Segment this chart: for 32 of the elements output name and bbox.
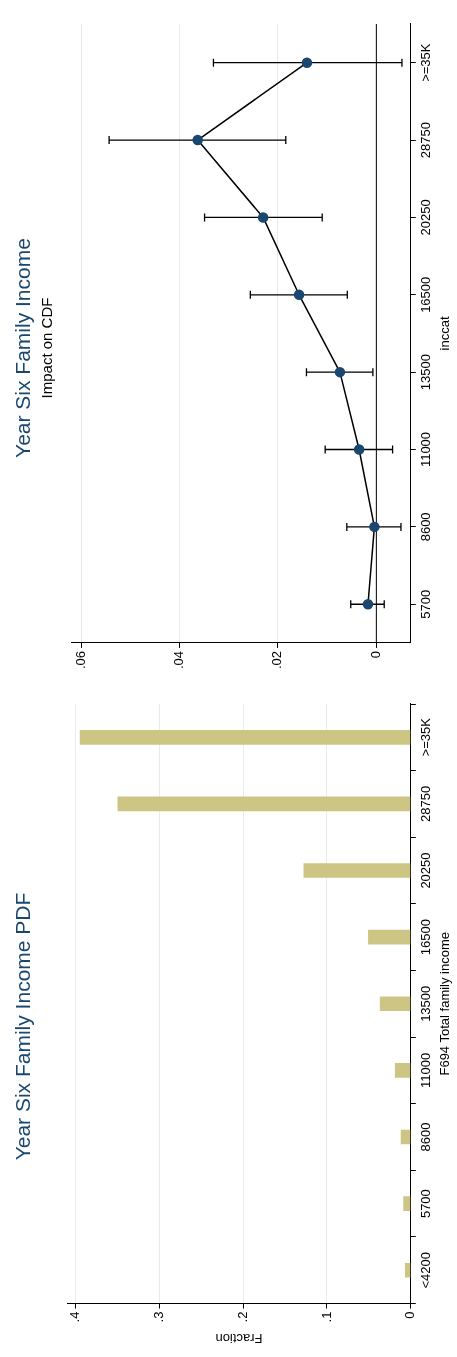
x-tick-label: .1 — [318, 1311, 334, 1323]
y-tick-label: 11000 — [418, 1052, 434, 1088]
x-tick-label: 0 — [367, 650, 383, 659]
y-axis-title: F694 Total family income — [436, 932, 452, 1076]
x-axis-title: Fraction — [215, 1330, 263, 1346]
y-tick-label: 20250 — [418, 852, 434, 889]
text: Year Six Family Income — [11, 238, 35, 458]
x-tick-label: .2 — [234, 1311, 250, 1323]
x-tick-label: .06 — [72, 650, 88, 670]
x-tick-label: .02 — [269, 650, 285, 670]
y-tick-label: 13500 — [418, 985, 434, 1022]
y-tick-label: 8600 — [418, 1122, 434, 1152]
y-tick-label: 5700 — [418, 589, 434, 619]
y-tick-label: 28750 — [418, 121, 434, 159]
y-tick-label: 13500 — [418, 354, 434, 391]
x-tick-label: .04 — [171, 650, 187, 670]
y-tick-label: >=35K — [418, 43, 434, 82]
y-tick-label: >=35K — [418, 717, 434, 757]
x-tick-label: 0 — [402, 1311, 418, 1319]
y-tick-label: 20250 — [418, 199, 434, 236]
y-tick-label: <4200 — [418, 1251, 434, 1289]
x-tick-label: .3 — [150, 1311, 166, 1323]
y-tick-label: 5700 — [418, 1189, 434, 1219]
y-tick-label: 8600 — [418, 512, 434, 542]
y-tick-label: 11000 — [418, 431, 434, 468]
text: Year Six Family Income PDF — [11, 892, 35, 1161]
y-tick-label: 16500 — [418, 919, 434, 956]
y-axis-title: inccat — [436, 316, 452, 351]
y-tick-label: 16500 — [418, 276, 434, 313]
text: Impact on CDF — [38, 297, 56, 399]
x-tick-label: .4 — [67, 1311, 83, 1323]
y-tick-label: 28750 — [418, 785, 434, 822]
